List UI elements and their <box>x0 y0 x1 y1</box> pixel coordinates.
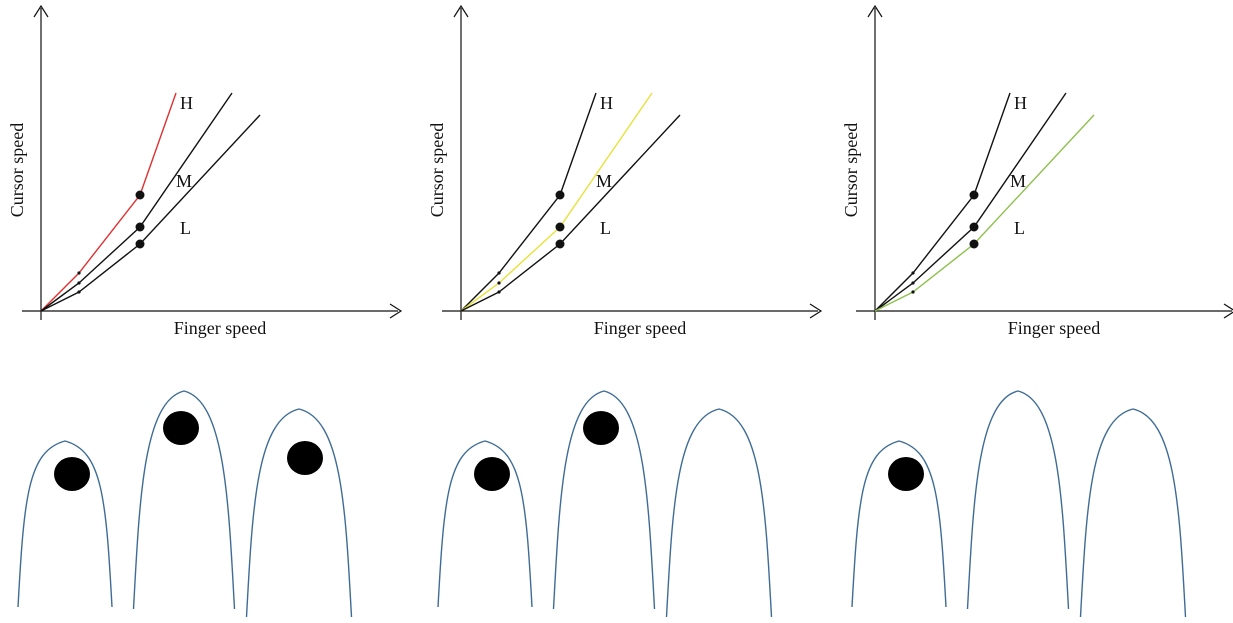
knot-small-l <box>911 290 915 294</box>
curve-m <box>874 92 1067 312</box>
curve-label-m: M <box>1010 171 1026 191</box>
knot-large-m <box>555 222 565 232</box>
knot-small-l <box>497 290 501 294</box>
curve-label-m: M <box>176 171 192 191</box>
finger-3 <box>665 408 773 618</box>
x-axis-label: Finger speed <box>174 318 266 338</box>
y-axis-arrow <box>33 4 49 18</box>
knot-small-l <box>77 290 81 294</box>
knot-large-l <box>969 239 979 249</box>
y-axis-arrow <box>453 4 469 18</box>
curve-label-l: L <box>1014 218 1025 238</box>
knot-small-m <box>497 281 501 285</box>
knot-large-m <box>135 222 145 232</box>
knot-small-h <box>911 271 915 275</box>
finger-1 <box>17 440 113 608</box>
y-axis-label: Cursor speed <box>841 123 861 217</box>
curve-label-h: H <box>1014 93 1027 113</box>
curve-h <box>874 92 1011 312</box>
finger-2-contact-dot <box>163 411 199 445</box>
curve-label-h: H <box>600 93 613 113</box>
curve-m <box>460 92 653 312</box>
x-axis-label: Finger speed <box>594 318 686 338</box>
knot-large-h <box>555 190 565 200</box>
finger-3-contact-dot <box>287 441 323 475</box>
finger-1-contact-dot <box>54 457 90 491</box>
knot-small-m <box>77 281 81 285</box>
panel-2: Finger speed Cursor speed H M L <box>427 4 823 618</box>
finger-2-contact-dot <box>583 411 619 445</box>
knot-small-m <box>911 281 915 285</box>
curve-h <box>40 92 177 312</box>
knot-large-l <box>135 239 145 249</box>
curve-m <box>40 92 233 312</box>
y-axis-label: Cursor speed <box>7 123 27 217</box>
finger-3 <box>1079 408 1187 618</box>
x-axis-label: Finger speed <box>1008 318 1100 338</box>
panel-1: Finger speed Cursor speed H M L <box>7 4 403 618</box>
finger-1 <box>851 440 947 608</box>
curve-h <box>460 92 597 312</box>
curve-label-l: L <box>600 218 611 238</box>
finger-2 <box>966 390 1070 610</box>
curve-l <box>460 114 681 312</box>
knot-large-l <box>555 239 565 249</box>
finger-2 <box>552 390 656 610</box>
x-axis-arrow <box>1223 303 1233 319</box>
knot-large-h <box>135 190 145 200</box>
finger-1-contact-dot <box>474 457 510 491</box>
curve-label-h: H <box>180 93 193 113</box>
finger-2 <box>132 390 236 610</box>
x-axis-arrow <box>809 303 823 319</box>
finger-1-contact-dot <box>888 457 924 491</box>
curve-l <box>40 114 261 312</box>
finger-3 <box>245 408 353 618</box>
knot-large-h <box>969 190 979 200</box>
curve-label-l: L <box>180 218 191 238</box>
curve-label-m: M <box>596 171 612 191</box>
knot-small-h <box>77 271 81 275</box>
knot-small-h <box>497 271 501 275</box>
finger-1 <box>437 440 533 608</box>
y-axis-arrow <box>867 4 883 18</box>
knot-large-m <box>969 222 979 232</box>
panel-3: Finger speed Cursor speed H M L <box>841 4 1233 618</box>
x-axis-arrow <box>389 303 403 319</box>
curve-l <box>874 114 1095 312</box>
y-axis-label: Cursor speed <box>427 123 447 217</box>
